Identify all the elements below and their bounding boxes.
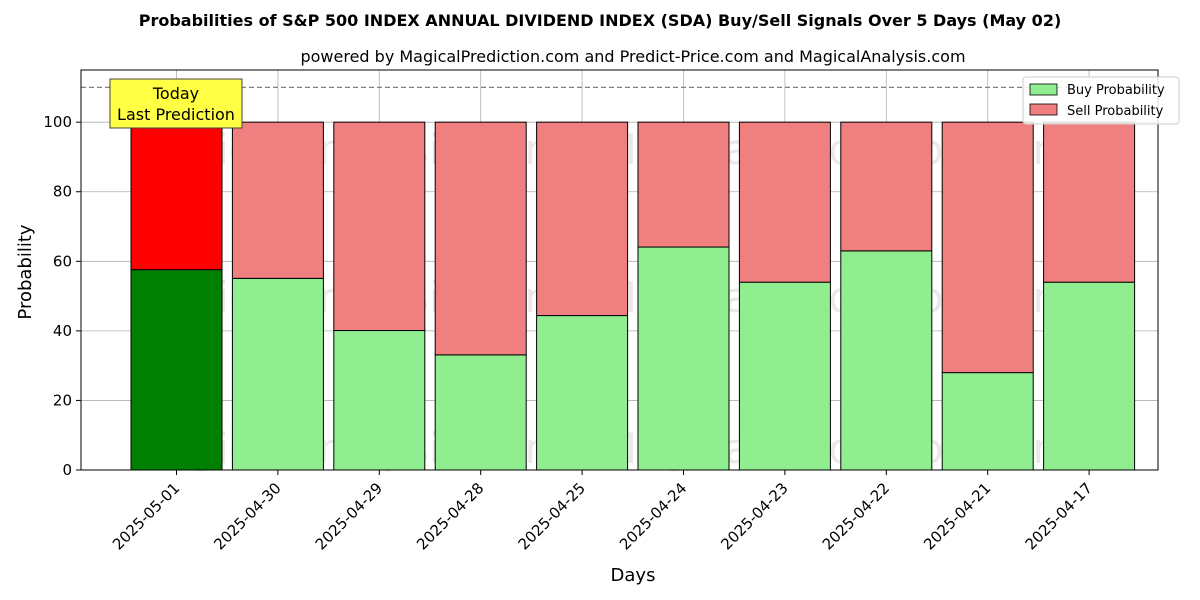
x-tick-label: 2025-04-29: [312, 479, 386, 553]
bar-buy: [130, 269, 223, 471]
bar-buy: [536, 315, 629, 471]
legend-label-sell: Sell Probability: [1067, 104, 1164, 119]
y-tick-label: 100: [43, 113, 72, 131]
bar-buy: [941, 372, 1034, 471]
bar-sell: [333, 121, 426, 332]
y-axis: 0 20 40 60 80 100: [43, 113, 81, 479]
legend-swatch-buy: [1029, 83, 1058, 96]
bar-sell: [434, 121, 527, 356]
bar-buy: [434, 354, 527, 471]
bar-buy: [637, 246, 730, 471]
x-tick-label: 2025-04-28: [413, 479, 487, 553]
bar-sell: [1043, 121, 1136, 283]
x-tick-label: 2025-04-25: [515, 479, 589, 553]
bar-sell: [536, 121, 629, 317]
bar-sell: [130, 121, 223, 271]
chart-title: Probabilities of S&P 500 INDEX ANNUAL DI…: [139, 11, 1062, 30]
today-annotation-line1: Today: [152, 84, 199, 103]
y-tick-label: 0: [62, 461, 72, 479]
y-tick-label: 80: [53, 183, 72, 201]
y-tick-label: 20: [53, 391, 72, 409]
bar-buy: [231, 277, 324, 471]
bar-sell: [637, 121, 730, 248]
bars: [130, 121, 1136, 471]
x-axis-label: Days: [611, 565, 656, 586]
legend-label-buy: Buy Probability: [1067, 83, 1165, 98]
y-axis-label: Probability: [15, 224, 36, 319]
bar-sell: [231, 121, 324, 279]
bar-buy: [333, 330, 426, 471]
today-annotation: Today Last Prediction: [109, 78, 243, 129]
x-tick-label: 2025-04-30: [210, 479, 284, 553]
plot-frame: [80, 69, 1159, 471]
legend-box: [1022, 76, 1180, 125]
bar-buy: [1043, 281, 1136, 471]
y-tick-label: 40: [53, 322, 72, 340]
bar-sell: [738, 121, 831, 283]
bar-sell: [941, 121, 1034, 374]
x-tick-label: 2025-04-21: [920, 479, 994, 553]
today-annotation-box: [109, 78, 243, 129]
x-tick-label: 2025-04-23: [717, 479, 791, 553]
y-tick-label: 60: [53, 252, 72, 270]
x-tick-label: 2025-05-01: [109, 479, 183, 553]
legend-swatch-sell: [1029, 103, 1058, 116]
bar-sell: [840, 121, 933, 252]
chart-subtitle: powered by MagicalPrediction.com and Pre…: [300, 47, 965, 66]
x-axis: 2025-05-01 2025-04-30 2025-04-29 2025-04-28…: [109, 470, 1096, 553]
legend: Buy Probability Sell Probability: [1022, 76, 1180, 125]
bar-buy: [840, 250, 933, 471]
x-tick-label: 2025-04-22: [819, 479, 893, 553]
bar-buy: [738, 281, 831, 471]
x-tick-label: 2025-04-17: [1022, 479, 1096, 553]
x-tick-label: 2025-04-24: [616, 479, 690, 553]
today-annotation-line2: Last Prediction: [117, 105, 235, 124]
